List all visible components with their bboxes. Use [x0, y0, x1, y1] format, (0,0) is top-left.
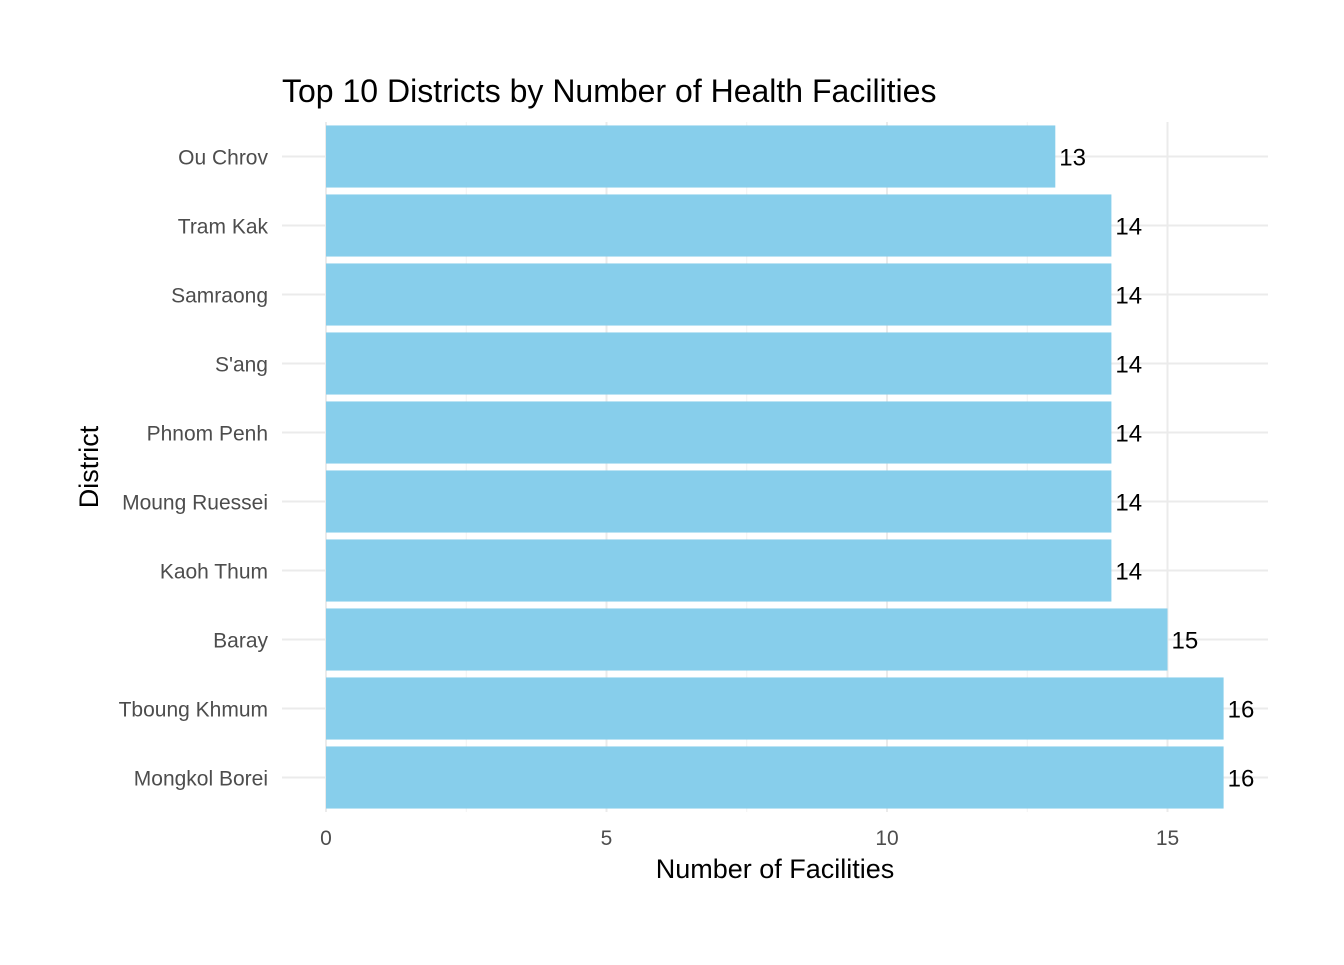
x-tick-label: 15 [1156, 827, 1179, 850]
bar-value-label: 16 [1228, 697, 1255, 724]
y-tick-label: Samraong [171, 285, 268, 308]
bar-value-label: 13 [1059, 145, 1086, 172]
x-axis-ticks: 0 5 10 15 [320, 827, 1179, 850]
chart-title: Top 10 Districts by Number of Health Fac… [282, 73, 936, 109]
bar [326, 608, 1168, 671]
y-tick-label: S'ang [215, 354, 268, 377]
bar-value-label: 14 [1115, 421, 1142, 448]
x-tick-label: 10 [875, 827, 898, 850]
y-tick-label: Kaoh Thum [160, 561, 268, 584]
y-tick-label: Mongkol Borei [134, 768, 268, 791]
bar [326, 677, 1224, 740]
x-tick-label: 0 [320, 827, 332, 850]
bar-value-label: 14 [1115, 283, 1142, 310]
y-tick-label: Tram Kak [178, 216, 269, 239]
bar [326, 746, 1224, 809]
bar [326, 263, 1112, 326]
data-labels: 13 14 14 14 14 14 14 15 16 16 [1059, 145, 1254, 793]
bar-value-label: 16 [1228, 766, 1255, 793]
y-tick-label: Moung Ruessei [122, 492, 268, 515]
bar-value-label: 14 [1115, 559, 1142, 586]
y-tick-label: Baray [213, 630, 268, 653]
bar [326, 125, 1056, 188]
y-tick-label: Ou Chrov [178, 147, 268, 170]
bar [326, 332, 1112, 395]
y-tick-label: Tboung Khmum [119, 699, 268, 722]
bar [326, 194, 1112, 257]
bar [326, 470, 1112, 533]
bar-value-label: 14 [1115, 352, 1142, 379]
bar-value-label: 14 [1115, 490, 1142, 517]
x-tick-label: 5 [601, 827, 613, 850]
bar-value-label: 15 [1172, 628, 1199, 655]
y-axis-title: District [74, 425, 104, 508]
bar [326, 401, 1112, 464]
y-tick-label: Phnom Penh [147, 423, 268, 446]
x-axis-title: Number of Facilities [656, 854, 895, 884]
y-axis-ticks: Ou Chrov Tram Kak Samraong S'ang Phnom Penh M… [119, 147, 269, 791]
bars [326, 125, 1224, 809]
bar-value-label: 14 [1115, 214, 1142, 241]
bar [326, 539, 1112, 602]
